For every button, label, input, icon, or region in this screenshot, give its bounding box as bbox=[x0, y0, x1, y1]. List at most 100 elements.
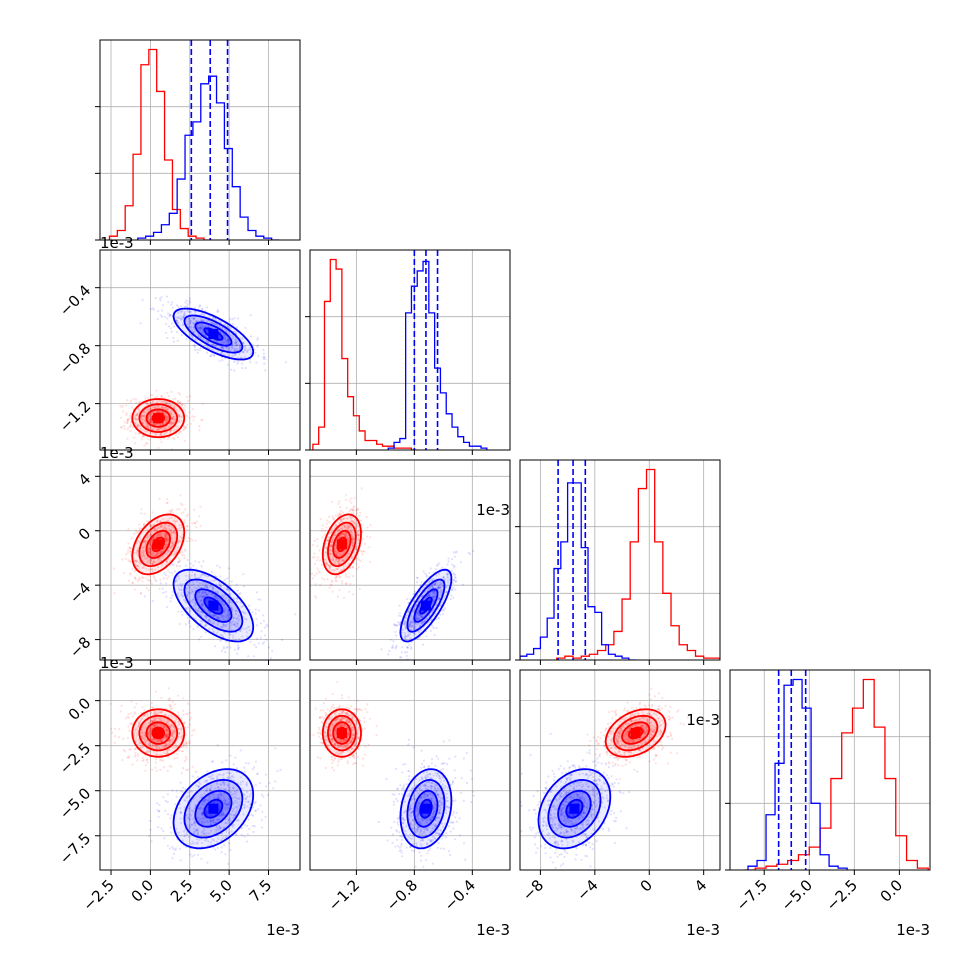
sample-point bbox=[165, 582, 168, 585]
sample-point bbox=[150, 568, 153, 571]
panel-3-0: −7.5−5.0−2.50.0−2.5 0.0 2.5 5.0 7.51e-31e-3 bbox=[56, 654, 301, 939]
sample-point bbox=[136, 560, 139, 564]
sample-point bbox=[159, 432, 163, 435]
sample-point bbox=[356, 509, 359, 512]
sample-point bbox=[437, 598, 440, 601]
sample-point bbox=[215, 323, 218, 326]
sample-point bbox=[168, 524, 171, 527]
sample-point bbox=[148, 547, 151, 551]
sample-point bbox=[185, 318, 188, 321]
sample-point bbox=[363, 550, 366, 553]
sample-point bbox=[135, 414, 138, 417]
sample-point bbox=[168, 315, 171, 318]
sample-point bbox=[155, 529, 158, 532]
sample-point bbox=[180, 318, 183, 321]
sample-point bbox=[133, 706, 136, 709]
sample-point bbox=[437, 586, 440, 589]
sample-point bbox=[316, 559, 319, 562]
sample-point bbox=[160, 427, 163, 430]
sample-point bbox=[228, 599, 231, 602]
sample-point bbox=[223, 587, 226, 590]
sample-point bbox=[123, 427, 126, 430]
sample-point bbox=[233, 597, 236, 600]
sample-point bbox=[203, 333, 206, 336]
sample-point bbox=[154, 405, 157, 408]
sample-point bbox=[414, 590, 417, 593]
sample-point bbox=[213, 322, 216, 325]
sample-point bbox=[230, 606, 233, 610]
sample-point bbox=[176, 409, 179, 412]
sample-point bbox=[237, 360, 240, 363]
sample-point bbox=[164, 414, 167, 417]
sample-point bbox=[236, 317, 240, 320]
sample-point bbox=[157, 405, 160, 408]
sample-point bbox=[238, 347, 242, 350]
sample-point bbox=[361, 553, 364, 556]
sample-point bbox=[219, 575, 222, 578]
sample-point bbox=[157, 400, 160, 403]
sample-point bbox=[185, 746, 188, 749]
sample-point bbox=[137, 578, 140, 581]
sample-point bbox=[160, 524, 163, 528]
sample-point bbox=[225, 324, 228, 327]
sample-point bbox=[186, 594, 189, 597]
sample-point bbox=[143, 444, 146, 447]
sample-point bbox=[177, 714, 180, 717]
sample-point bbox=[352, 538, 355, 541]
panel-plot-area bbox=[100, 460, 300, 660]
sample-point bbox=[163, 547, 167, 550]
sample-point bbox=[403, 636, 406, 639]
sample-point bbox=[188, 740, 191, 743]
sample-point bbox=[397, 621, 400, 624]
sample-point bbox=[214, 323, 217, 326]
sample-point bbox=[226, 325, 229, 328]
sample-point bbox=[136, 413, 139, 416]
sample-point bbox=[248, 625, 251, 628]
sample-point bbox=[350, 541, 353, 544]
sample-point bbox=[161, 405, 164, 408]
sample-point bbox=[201, 595, 205, 598]
sample-point bbox=[442, 608, 446, 612]
sample-point bbox=[158, 433, 161, 437]
sample-point bbox=[233, 623, 236, 626]
sample-point bbox=[249, 348, 252, 351]
sample-point bbox=[147, 559, 150, 562]
sample-point bbox=[159, 299, 162, 302]
sample-point bbox=[130, 700, 133, 703]
sample-point bbox=[335, 580, 338, 583]
sample-point bbox=[150, 402, 153, 405]
sample-point bbox=[328, 549, 331, 553]
sample-point bbox=[192, 598, 195, 601]
sample-point bbox=[420, 581, 423, 584]
sample-point bbox=[429, 629, 432, 633]
sample-point bbox=[253, 655, 256, 658]
sample-point bbox=[179, 527, 182, 530]
sample-point bbox=[353, 496, 356, 499]
sample-point bbox=[401, 631, 404, 634]
sample-point bbox=[260, 630, 263, 633]
sample-point bbox=[237, 619, 240, 623]
sample-point bbox=[342, 565, 346, 568]
sample-point bbox=[168, 410, 171, 414]
sample-point bbox=[145, 568, 148, 571]
sample-point bbox=[175, 405, 178, 408]
sample-point bbox=[126, 428, 129, 431]
sample-point bbox=[161, 518, 164, 521]
sample-point bbox=[143, 554, 146, 558]
density-peak bbox=[208, 600, 219, 611]
sample-point bbox=[200, 603, 203, 606]
sample-point bbox=[165, 538, 168, 541]
sample-point bbox=[175, 319, 178, 322]
sample-point bbox=[271, 650, 274, 653]
sample-point bbox=[159, 314, 162, 317]
sample-point bbox=[421, 616, 424, 619]
sample-point bbox=[179, 401, 182, 404]
sample-point bbox=[193, 586, 196, 590]
sample-point bbox=[161, 422, 164, 425]
sample-point bbox=[191, 522, 194, 525]
sample-point bbox=[153, 555, 156, 558]
sample-point bbox=[201, 592, 204, 595]
sample-point bbox=[133, 588, 136, 591]
sample-point bbox=[248, 629, 251, 632]
sample-point bbox=[169, 547, 172, 550]
